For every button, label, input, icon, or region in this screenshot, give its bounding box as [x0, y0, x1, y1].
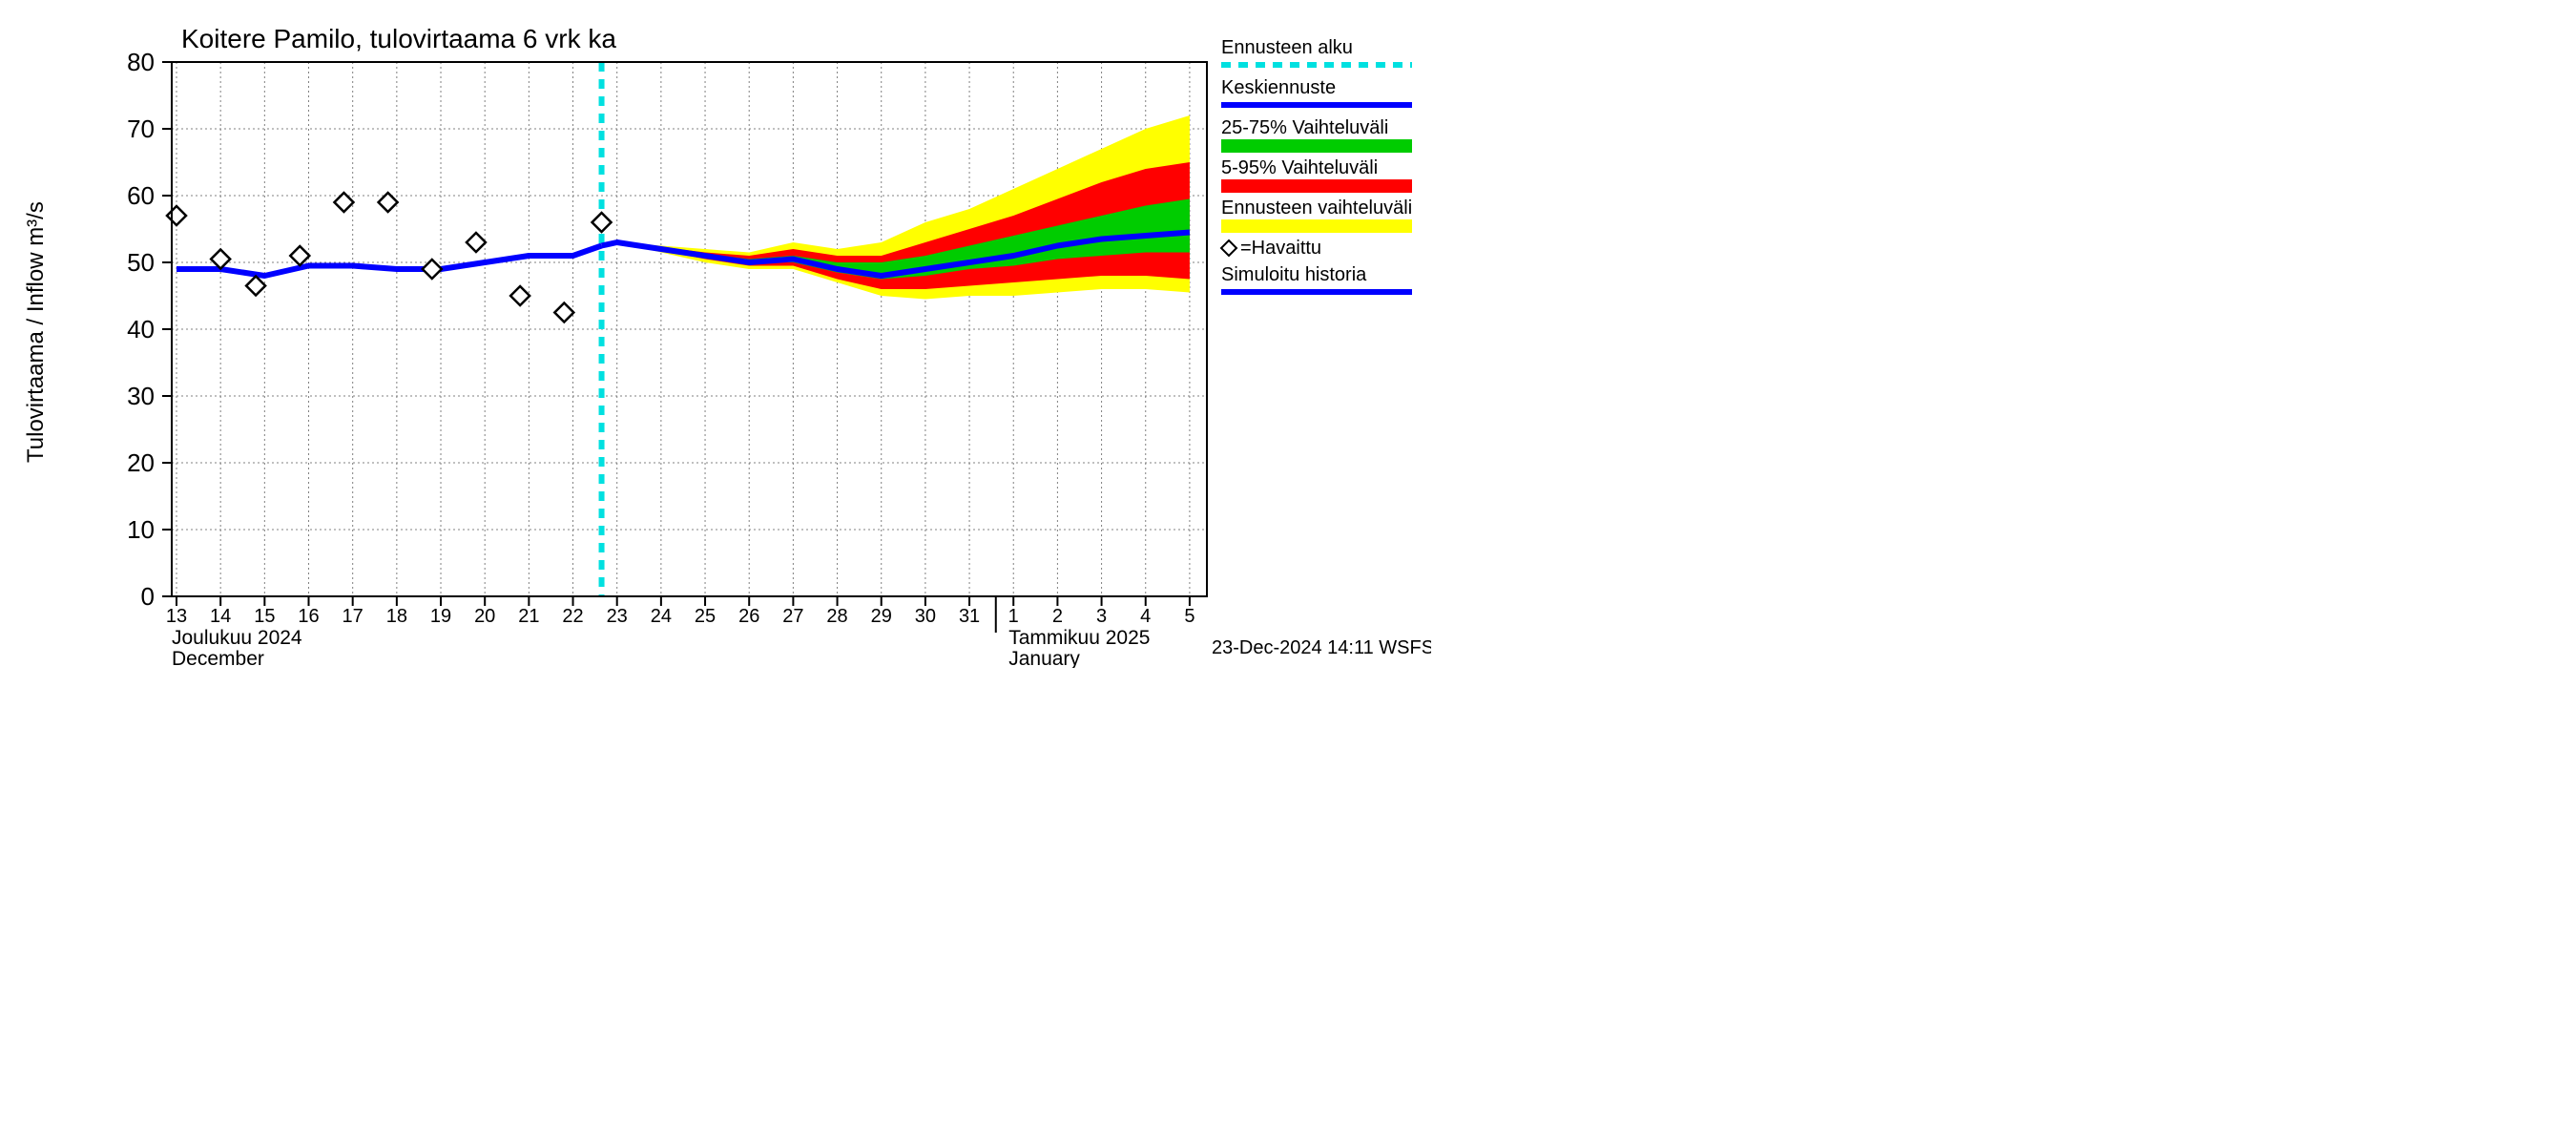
- y-axis-label: Tulovirtaama / Inflow m³/s: [23, 201, 49, 463]
- y-tick-label: 30: [127, 382, 155, 410]
- x-tick-label: 4: [1140, 606, 1151, 627]
- chart-container: 0102030405060708013141516171819202122232…: [0, 0, 1431, 668]
- legend-label: Ennusteen vaihteluväli: [1221, 198, 1412, 219]
- month-label-en: December: [172, 648, 264, 668]
- legend-label: =Havaittu: [1240, 238, 1321, 259]
- x-tick-label: 15: [254, 606, 275, 627]
- month-label: Joulukuu 2024: [172, 627, 302, 649]
- y-tick-label: 50: [127, 248, 155, 277]
- x-tick-label: 24: [651, 606, 672, 627]
- legend-label: Simuloitu historia: [1221, 264, 1367, 285]
- y-tick-label: 60: [127, 181, 155, 210]
- x-tick-label: 2: [1052, 606, 1063, 627]
- x-tick-label: 18: [386, 606, 407, 627]
- footer-timestamp: 23-Dec-2024 14:11 WSFS-O: [1212, 637, 1431, 658]
- x-tick-label: 22: [562, 606, 583, 627]
- legend-label: Ennusteen alku: [1221, 37, 1353, 58]
- y-tick-label: 10: [127, 515, 155, 544]
- legend-swatch: [1221, 139, 1412, 153]
- legend-label: 25-75% Vaihteluväli: [1221, 117, 1388, 138]
- x-tick-label: 23: [607, 606, 628, 627]
- x-tick-label: 29: [871, 606, 892, 627]
- x-tick-label: 21: [518, 606, 539, 627]
- chart-title: Koitere Pamilo, tulovirtaama 6 vrk ka: [181, 24, 616, 53]
- x-tick-label: 31: [959, 606, 980, 627]
- x-tick-label: 28: [826, 606, 847, 627]
- y-tick-label: 40: [127, 315, 155, 344]
- x-tick-label: 27: [782, 606, 803, 627]
- month-label: Tammikuu 2025: [1008, 627, 1150, 649]
- x-tick-label: 16: [298, 606, 319, 627]
- y-tick-label: 70: [127, 114, 155, 143]
- x-tick-label: 13: [166, 606, 187, 627]
- legend-swatch: [1221, 219, 1412, 233]
- x-tick-label: 3: [1096, 606, 1107, 627]
- x-tick-label: 5: [1184, 606, 1195, 627]
- legend-swatch: [1221, 179, 1412, 193]
- x-tick-label: 14: [210, 606, 231, 627]
- x-tick-label: 20: [474, 606, 495, 627]
- x-tick-label: 17: [343, 606, 364, 627]
- month-label-en: January: [1008, 648, 1080, 668]
- x-tick-label: 1: [1008, 606, 1019, 627]
- x-tick-label: 30: [915, 606, 936, 627]
- y-tick-label: 20: [127, 448, 155, 477]
- x-tick-label: 25: [695, 606, 716, 627]
- x-tick-label: 26: [738, 606, 759, 627]
- y-tick-label: 0: [141, 582, 155, 611]
- y-tick-label: 80: [127, 48, 155, 76]
- x-tick-label: 19: [430, 606, 451, 627]
- legend-label: 5-95% Vaihteluväli: [1221, 157, 1378, 178]
- legend-label: Keskiennuste: [1221, 77, 1336, 98]
- hydrograph-chart: 0102030405060708013141516171819202122232…: [0, 0, 1431, 668]
